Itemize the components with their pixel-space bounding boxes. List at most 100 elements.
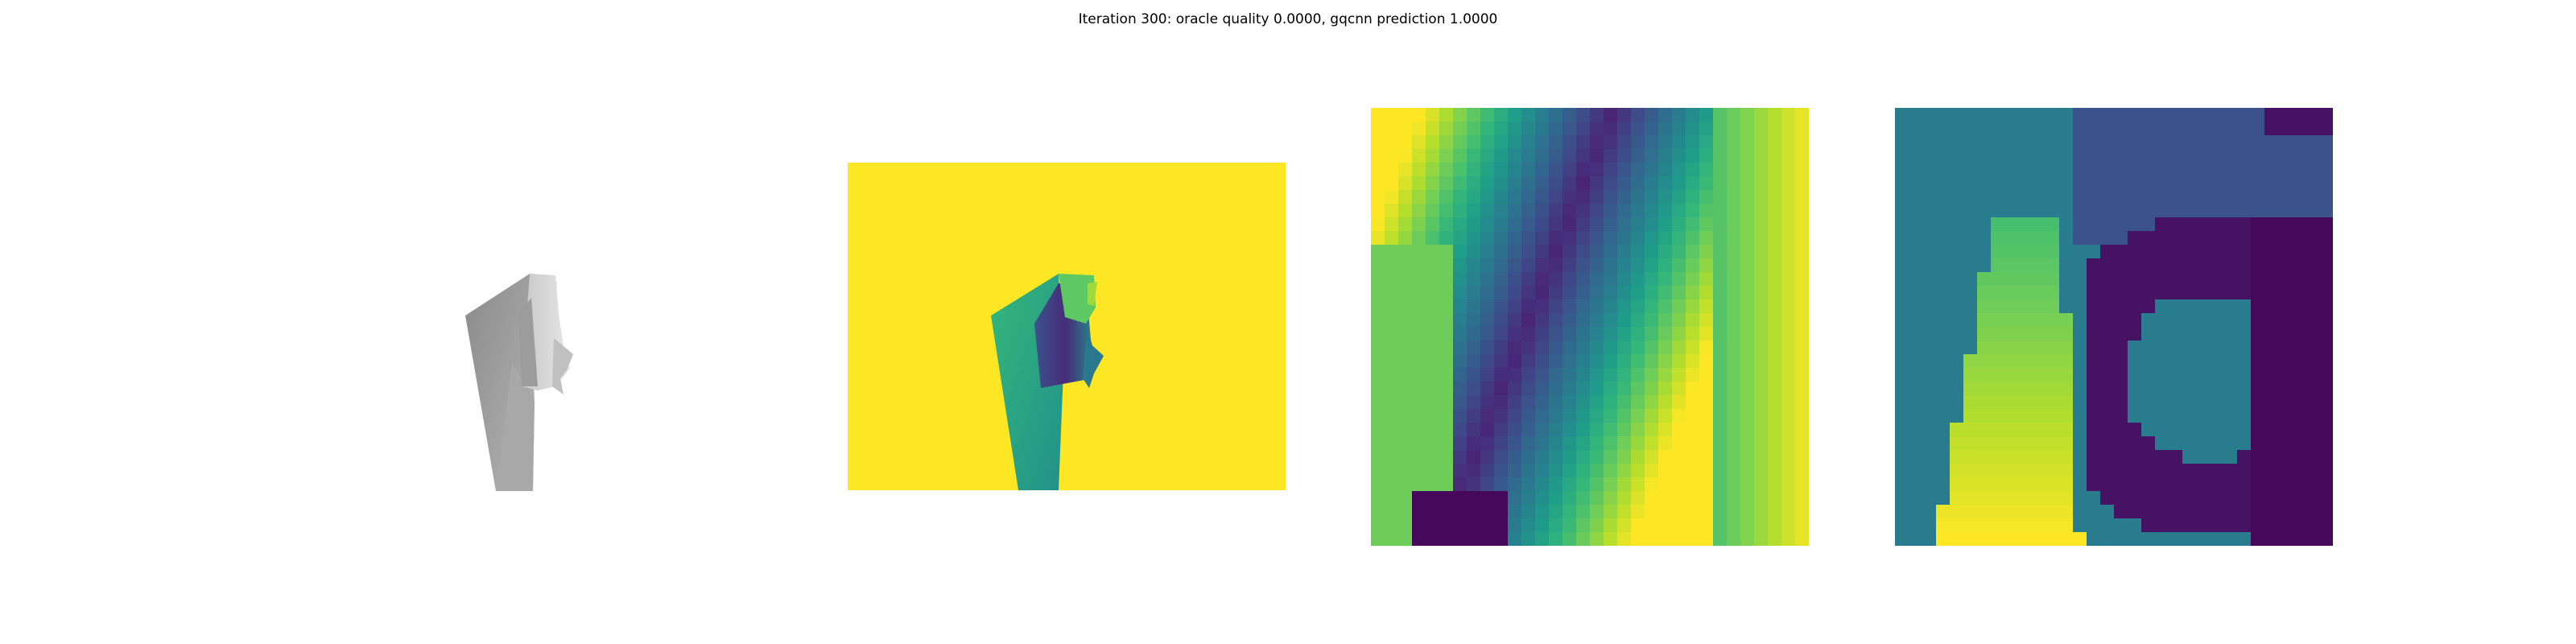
heatmap-cell [1963,382,1978,396]
heatmap-cell [1781,258,1796,273]
heatmap-cell [1576,135,1591,150]
heatmap-cell [2114,217,2128,232]
heatmap-cell [2073,286,2087,300]
heatmap-cell [1672,217,1686,232]
heatmap-cell [1412,382,1426,396]
heatmap-cell [1494,532,1509,546]
heatmap-cell [1604,231,1618,246]
heatmap-cell [2223,327,2238,341]
heatmap-cell [1645,491,1659,506]
heatmap-cell [2032,176,2046,191]
heatmap-cell [2237,286,2252,300]
heatmap-cell [1768,204,1782,218]
heatmap-cell [1950,436,1964,451]
heatmap-cell [2169,135,2183,150]
heatmap-cell [1453,204,1468,218]
heatmap-cell [2210,491,2224,506]
heatmap-cell [2073,135,2087,150]
heatmap-cell [2237,231,2252,246]
heatmap-cell [1590,450,1604,464]
heatmap-cell [2059,313,2074,328]
heatmap-cell [1371,464,1385,478]
heatmap-cell [1686,299,1700,314]
heatmap-cell [2319,423,2333,437]
heatmap-cell [2004,477,2019,492]
heatmap-cell [1604,354,1618,369]
heatmap-cell [1740,409,1755,423]
heatmap-cell [1494,176,1509,191]
heatmap-cell [2100,505,2115,519]
heatmap-cell [2046,231,2060,246]
heatmap-cell [1371,395,1385,410]
heatmap-cell [2032,477,2046,492]
heatmap-cell [1508,409,1522,423]
heatmap-cell [1936,368,1951,382]
heatmap-cell [1426,464,1440,478]
heatmap-cell [1658,258,1673,273]
heatmap-cell [2018,505,2033,519]
heatmap-cell [2155,313,2169,328]
heatmap-cell [1508,217,1522,232]
heatmap-cell [2319,286,2333,300]
heatmap-cell [1467,505,1481,519]
heatmap-cell [2128,149,2142,163]
heatmap-cell [1672,122,1686,136]
heatmap-cell [2264,341,2279,355]
heatmap-cell [2237,163,2252,177]
heatmap-cell [1950,505,1964,519]
heatmap-cell [1713,450,1728,464]
heatmap-cell [2251,299,2265,314]
heatmap-cell [2237,190,2252,204]
heatmap-cell [1398,258,1413,273]
heatmap-cell [1521,491,1536,506]
heatmap-cell [1699,477,1714,492]
heatmap-cell [2046,217,2060,232]
heatmap-cell [1604,258,1618,273]
heatmap-cell [2046,518,2060,533]
heatmap-cell [1453,313,1468,328]
heatmap-cell [1795,122,1809,136]
heatmap-cell [1549,108,1563,122]
heatmap-cell [2046,272,2060,287]
heatmap-cell [1645,163,1659,177]
heatmap-cell [1768,258,1782,273]
heatmap-cell [2196,423,2211,437]
heatmap-cell [1617,204,1632,218]
heatmap-cell [1617,341,1632,355]
heatmap-cell [1713,505,1728,519]
heatmap-cell [2306,409,2320,423]
heatmap-cell [1922,163,1937,177]
heatmap-cell [1604,409,1618,423]
heatmap-cell [2182,231,2197,246]
heatmap-cell [1576,272,1591,287]
heatmap-cell [1521,532,1536,546]
heatmap-cell [2264,231,2279,246]
heatmap-cell [2128,190,2142,204]
heatmap-cell [1467,190,1481,204]
heatmap-cell [2155,518,2169,533]
heatmap-cell [1686,327,1700,341]
heatmap-cell [1617,108,1632,122]
heatmap-cell [1936,436,1951,451]
heatmap-cell [1398,163,1413,177]
heatmap-cell [2169,354,2183,369]
heatmap-cell [1740,450,1755,464]
heatmap-cell [2141,122,2156,136]
heatmap-cell [1699,409,1714,423]
heatmap-cell [1467,286,1481,300]
heatmap-cell [1371,272,1385,287]
heatmap-cell [1754,450,1769,464]
heatmap-cell [1467,108,1481,122]
heatmap-cell [1604,313,1618,328]
heatmap-cell [1963,163,1978,177]
heatmap-cell [2018,395,2033,410]
heatmap-cell [1563,190,1577,204]
heatmap-cell [2319,258,2333,273]
heatmap-cell [1385,176,1399,191]
gradient-heatmap-panel [1895,108,2333,546]
heatmap-cell [1371,231,1385,246]
heatmap-cell [1727,245,1741,259]
heatmap-cell [1439,149,1454,163]
heatmap-cell [1631,108,1645,122]
heatmap-cell [2018,313,2033,328]
